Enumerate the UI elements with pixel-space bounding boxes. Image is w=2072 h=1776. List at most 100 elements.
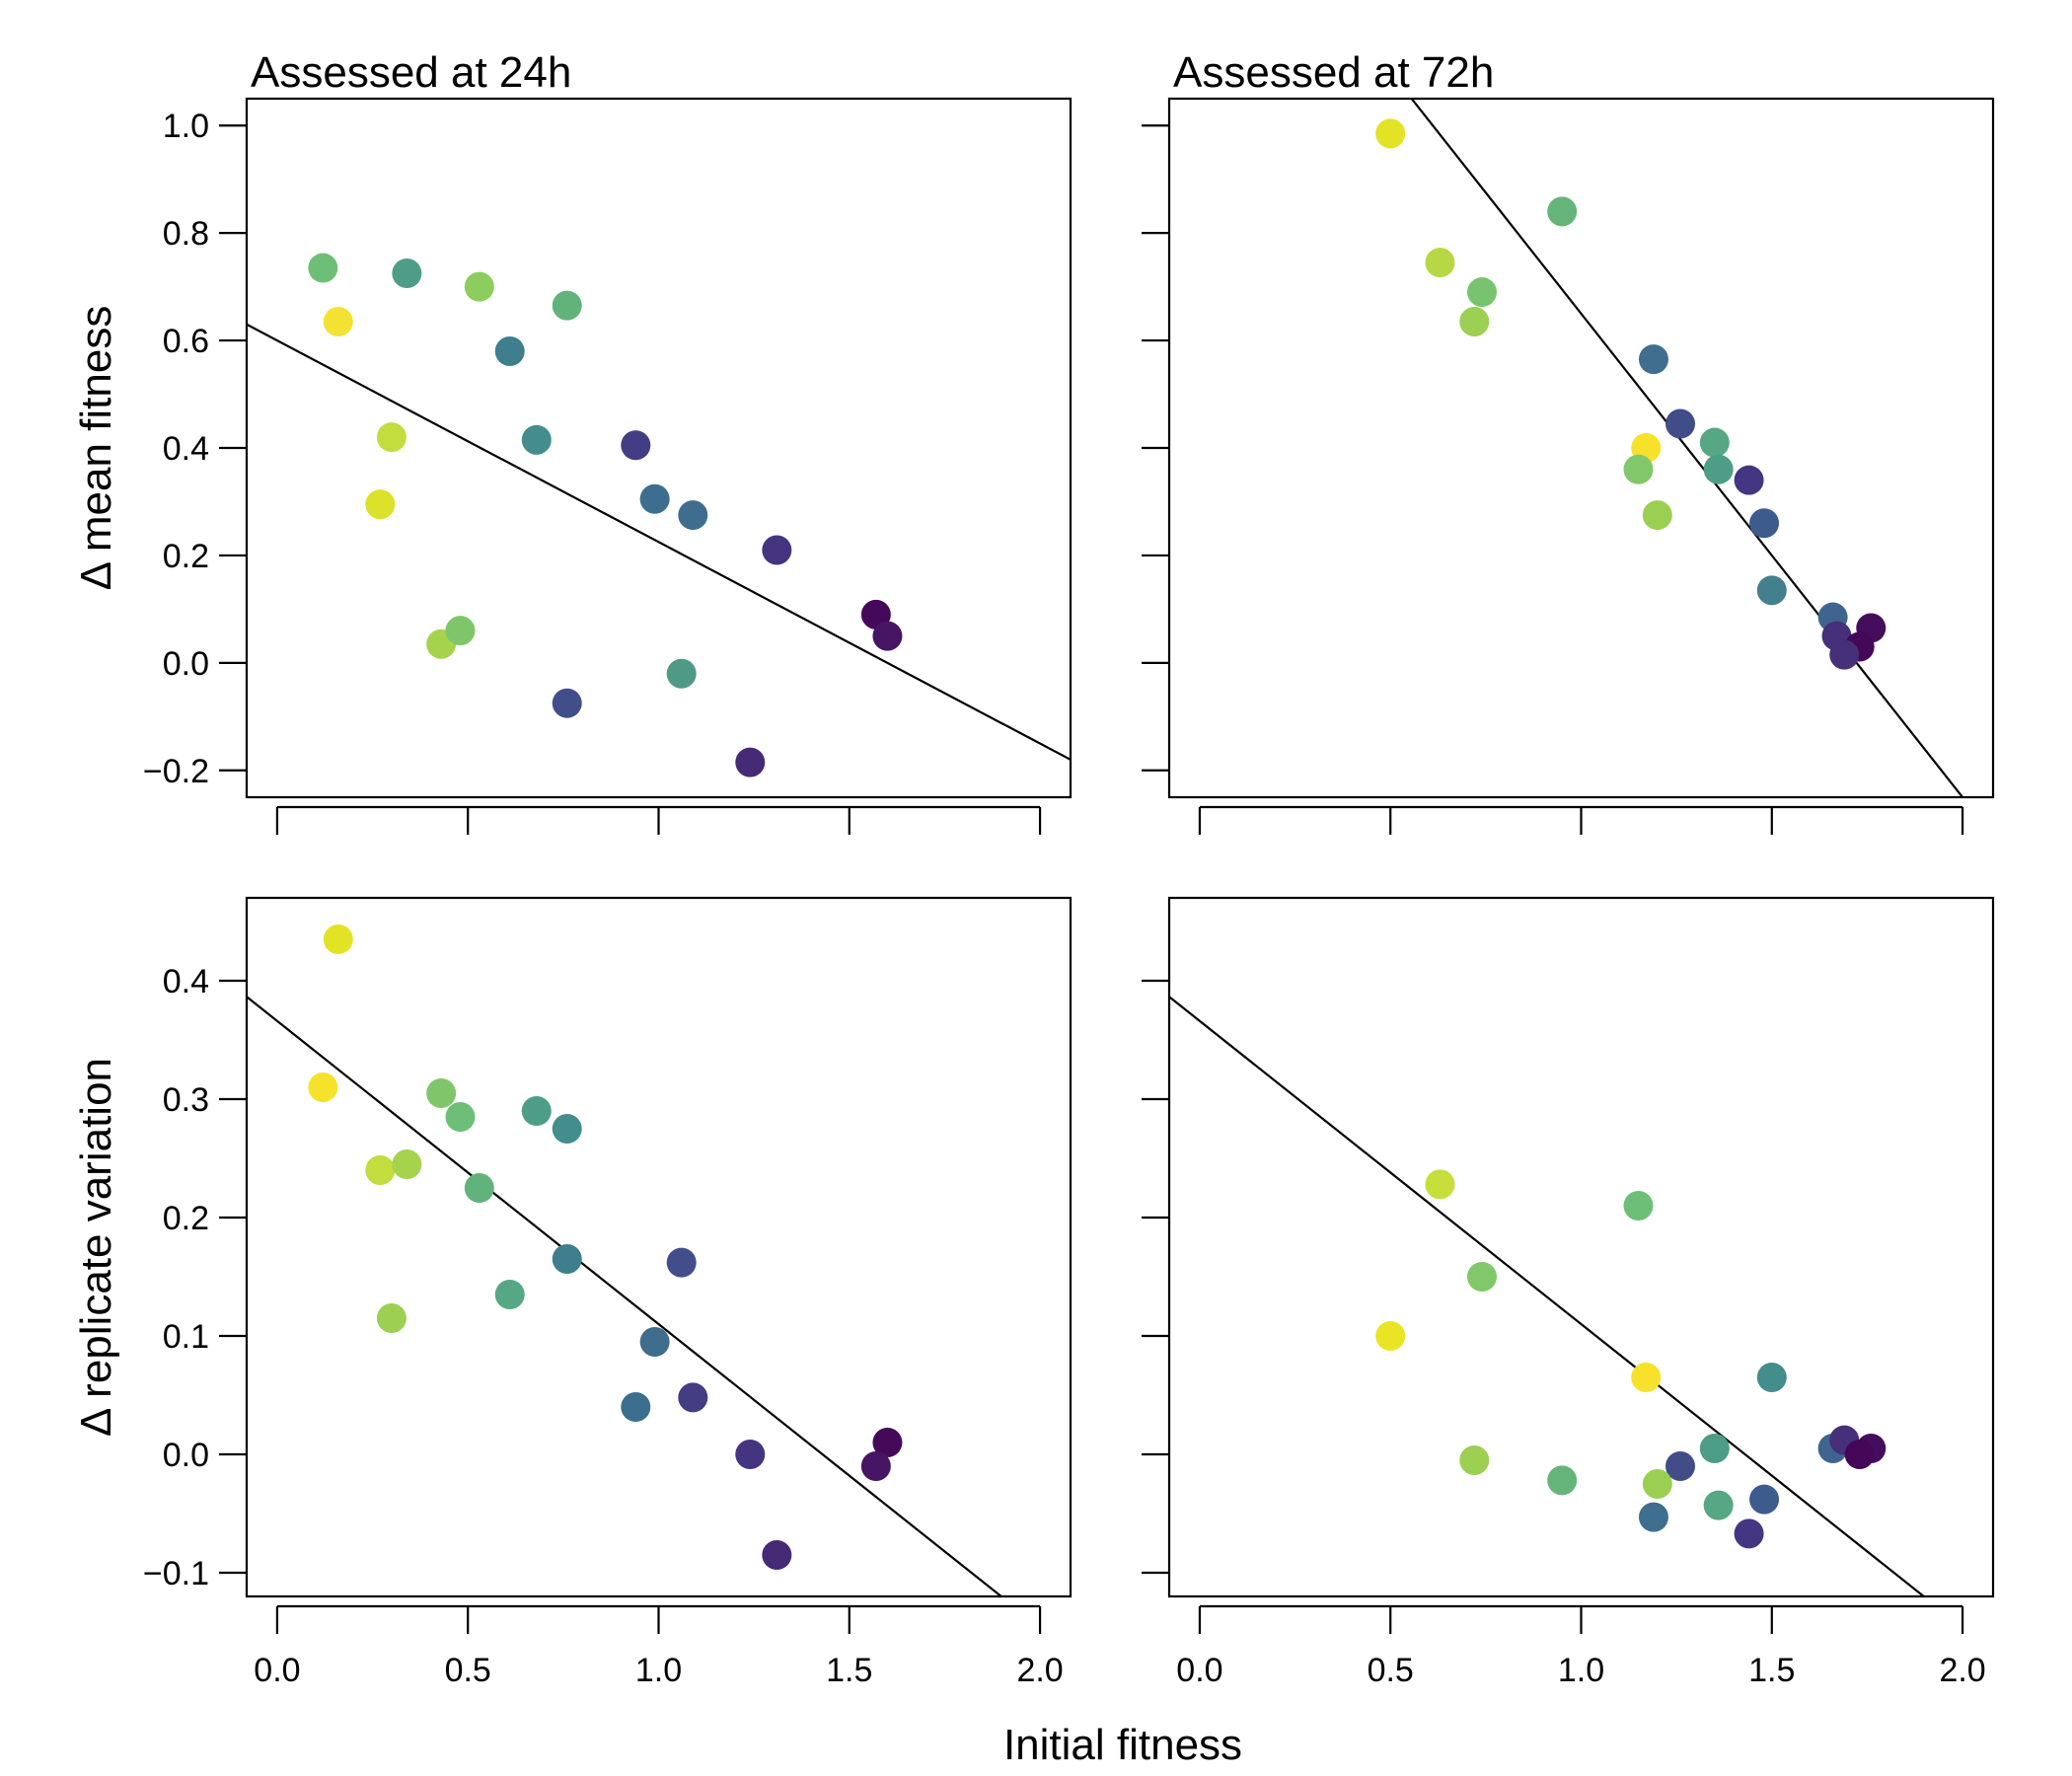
data-point: [1699, 427, 1730, 458]
data-point: [521, 424, 552, 455]
data-point: [1642, 500, 1672, 531]
data-point: [1631, 1363, 1662, 1392]
regression-line: [247, 323, 1071, 761]
data-point: [666, 1247, 697, 1278]
panel-frame: [1167, 97, 1995, 799]
panel-0-0: −0.2 0.0 0.2 0.4 0.6 0.8 1.0: [143, 97, 1073, 835]
y-tick-label: −0.2: [143, 753, 209, 790]
data-point: [464, 271, 494, 302]
x-tick-label: 2.0: [1939, 1652, 1985, 1689]
data-point: [621, 1392, 651, 1422]
data-point: [1734, 1518, 1764, 1549]
data-point: [323, 925, 353, 954]
data-point: [552, 688, 582, 718]
data-point: [735, 747, 766, 777]
data-point: [1699, 1434, 1730, 1463]
data-point: [1459, 1445, 1490, 1475]
data-point: [1734, 465, 1764, 495]
data-point: [376, 1303, 407, 1333]
data-point: [552, 1114, 582, 1144]
data-point: [445, 1102, 476, 1132]
panel-frame: [245, 97, 1073, 799]
y-tick-label: 0.2: [163, 538, 209, 575]
data-point: [392, 259, 422, 288]
panel-frame: [245, 896, 1073, 1598]
regression-line: [1169, 996, 1926, 1596]
y-tick-label: 0.4: [163, 430, 209, 468]
y-tick-label: 0.2: [163, 1200, 209, 1237]
data-point: [872, 621, 903, 651]
regression-line: [247, 996, 1003, 1596]
data-point: [1756, 1363, 1787, 1392]
data-point: [1665, 1451, 1696, 1481]
y-tick-label: 0.6: [163, 323, 209, 360]
data-point: [1547, 196, 1578, 227]
data-point: [1749, 1484, 1780, 1515]
panel-1-0: −0.1 0.0 0.1 0.2 0.3 0.4 0.0 0.5 1.0 1.5 2.0: [143, 896, 1073, 1689]
data-point: [323, 307, 353, 337]
data-point: [1749, 508, 1780, 539]
data-point: [392, 1149, 422, 1179]
y-tick-label: −0.1: [143, 1555, 209, 1592]
data-point: [494, 1280, 525, 1309]
x-tick-label: 1.5: [826, 1652, 872, 1689]
x-tick-label: 1.0: [1558, 1652, 1604, 1689]
data-point: [666, 658, 697, 689]
x-tick-label: 0.5: [1368, 1652, 1414, 1689]
y-tick-label: 0.3: [163, 1081, 209, 1119]
y-tick-label: 1.0: [163, 108, 209, 145]
data-point: [552, 290, 582, 321]
y-axis-title-mean-fitness: Δ mean fitness: [72, 306, 120, 591]
panel-title-72h: Assessed at 72h: [1173, 48, 1494, 97]
data-point: [1623, 454, 1654, 484]
data-point: [365, 489, 396, 520]
data-point: [1642, 1469, 1672, 1499]
data-point: [1425, 1169, 1455, 1200]
data-point: [1425, 248, 1455, 278]
data-point: [1665, 408, 1696, 439]
data-point: [1829, 639, 1860, 670]
data-point: [762, 1540, 792, 1570]
data-point: [860, 1451, 891, 1481]
data-point: [735, 1440, 766, 1469]
panel-frame: [1167, 896, 1995, 1598]
data-point: [376, 422, 407, 453]
data-point: [762, 535, 792, 565]
x-axis-title: Initial fitness: [1003, 1721, 1242, 1769]
data-point: [494, 335, 525, 366]
data-point: [308, 253, 338, 283]
data-point: [1466, 277, 1497, 308]
data-point: [445, 616, 476, 646]
panel-title-24h: Assessed at 24h: [251, 48, 571, 97]
data-point: [678, 500, 708, 531]
x-tick-label: 0.0: [254, 1652, 300, 1689]
x-tick-label: 0.5: [445, 1652, 491, 1689]
data-point: [639, 1327, 670, 1357]
data-point: [1703, 1490, 1734, 1520]
data-point: [552, 1244, 582, 1274]
panel-0-1: [1142, 97, 1995, 835]
x-tick-label: 0.0: [1176, 1652, 1222, 1689]
data-point: [1375, 118, 1406, 149]
data-point: [308, 1073, 338, 1102]
data-point: [1638, 1502, 1668, 1532]
data-point: [1466, 1262, 1497, 1292]
data-point: [365, 1155, 396, 1185]
data-point: [464, 1173, 494, 1203]
data-point: [1844, 1440, 1875, 1469]
data-point: [1623, 1191, 1654, 1221]
data-point: [1756, 575, 1787, 606]
regression-line: [1410, 99, 1964, 797]
y-tick-label: 0.8: [163, 215, 209, 253]
x-tick-label: 2.0: [1016, 1652, 1063, 1689]
y-tick-label: 0.1: [163, 1318, 209, 1356]
data-point: [872, 1428, 903, 1457]
data-point: [1547, 1465, 1578, 1496]
panel-1-1: 0.0 0.5 1.0 1.5 2.0: [1142, 896, 1995, 1689]
data-point: [426, 1078, 457, 1108]
data-point: [1703, 454, 1734, 484]
y-axis-title-replicate-variation: Δ replicate variation: [72, 1058, 120, 1437]
data-point: [678, 1382, 708, 1413]
data-point: [1638, 344, 1668, 375]
